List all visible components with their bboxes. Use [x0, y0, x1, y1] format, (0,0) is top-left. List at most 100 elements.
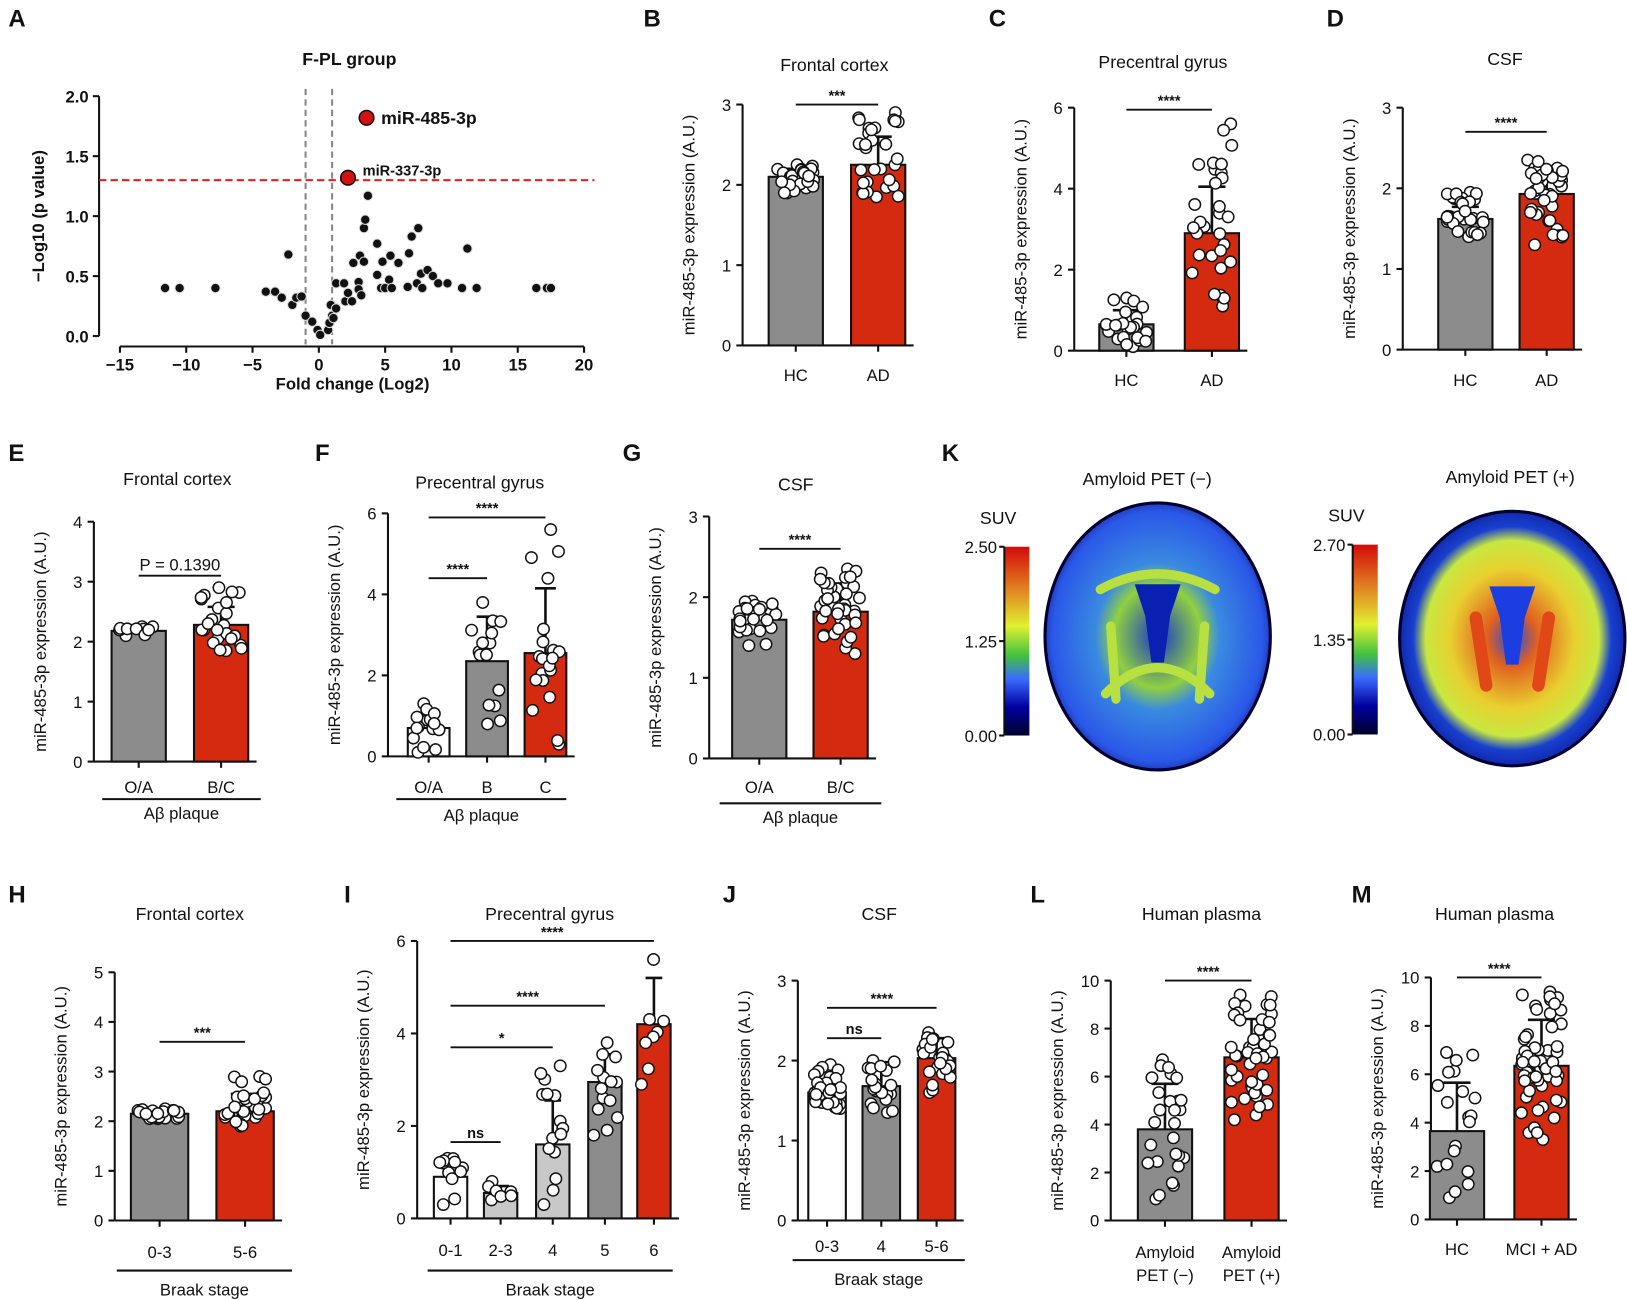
x-tick-label: AD [1200, 371, 1223, 390]
data-point [1263, 998, 1277, 1012]
data-point [1547, 1111, 1561, 1125]
uptake-region [1095, 569, 1220, 704]
data-point [1524, 187, 1538, 200]
data-point [429, 743, 443, 757]
y-tick-label: 2 [396, 1117, 405, 1136]
highlighted-mirna-label: miR-337-3p [363, 164, 442, 180]
panel-h: H Frontal cortex 0 1 2 3 4 5 miR-485-3p expressi… [8, 881, 293, 1300]
volcano-point [427, 270, 439, 282]
y-tick-label: 0 [688, 750, 697, 769]
panel-letter: B [643, 5, 660, 32]
data-point [888, 114, 902, 128]
x-tick-label: AD [867, 366, 890, 385]
x-tick-label: HC [1445, 1240, 1469, 1259]
data-point [219, 606, 233, 620]
data-point [1458, 204, 1472, 218]
bar [587, 1080, 623, 1220]
data-point [591, 1063, 604, 1077]
data-point [541, 571, 555, 585]
y-tick-label: 2 [1053, 261, 1062, 280]
data-point [212, 581, 226, 595]
volcano-point [306, 316, 318, 327]
y-tick-label: 2 [777, 1052, 786, 1071]
panel-letter: C [989, 5, 1006, 32]
y-tick-label: 4 [367, 586, 376, 605]
colorbar-tick-label: 2.70 [1313, 536, 1345, 555]
data-point [854, 163, 868, 177]
data-point [1214, 157, 1228, 171]
data-point [167, 1104, 181, 1118]
y-axis-label: miR-485-3p expression (A.U.) [31, 531, 50, 752]
significance-label: **** [1495, 116, 1518, 132]
volcano-point [386, 282, 397, 294]
volcano-point [442, 278, 453, 289]
data-point [933, 1056, 947, 1070]
x-tick-label: AD [1535, 371, 1558, 390]
data-point [476, 636, 490, 650]
data-point [1466, 1048, 1480, 1062]
data-point [1262, 1015, 1276, 1029]
data-point [1549, 1093, 1563, 1107]
group-label: Braak stage [160, 1281, 249, 1300]
y-tick-label: 3 [777, 972, 786, 991]
y-tick-label: 3 [722, 96, 731, 115]
panel-g: G CSF 0 1 2 3 miR-485-3p expression (A.U.) O/A B… [623, 440, 882, 827]
y-tick-label: 3 [1382, 99, 1391, 118]
data-point [852, 591, 866, 605]
data-point [1247, 1033, 1261, 1046]
colorbar-tick-label: 0.00 [1313, 726, 1345, 745]
x-tick-label: HC [1114, 371, 1138, 390]
data-point [485, 626, 499, 640]
volcano-point [159, 282, 171, 294]
panel-b: B Frontal cortex 0 1 2 3 miR-485-3p expression… [643, 5, 914, 385]
x-axis-label: Fold change (Log2) [276, 374, 430, 393]
significance-label: **** [516, 990, 539, 1006]
data-point [1221, 210, 1235, 224]
data-point [882, 173, 896, 187]
ventricle-region [1134, 584, 1181, 663]
panel-k: K Amyloid PET (−) SUV 2.50 1.25 0.00 Amyloid P… [942, 440, 1627, 772]
chart-title: Precentral gyrus [415, 472, 544, 492]
significance-label: *** [194, 1026, 211, 1042]
significance-label: * [499, 1031, 505, 1047]
y-tick-label: 4 [396, 1025, 405, 1044]
data-point [1260, 1083, 1274, 1097]
y-tick-label: 6 [1090, 1068, 1099, 1087]
y-tick-label: 1 [722, 256, 731, 275]
y-axis-label: miR-485-3p expression (A.U.) [1368, 988, 1387, 1209]
data-point [765, 597, 779, 611]
volcano-point [314, 329, 326, 341]
data-point [142, 623, 156, 637]
y-tick-label: 2 [73, 633, 82, 652]
volcano-point [328, 312, 339, 324]
data-point [554, 1127, 568, 1141]
y-tick-label: 0 [367, 748, 376, 767]
group-label: Braak stage [506, 1281, 595, 1300]
data-point [1550, 1040, 1564, 1053]
data-point [1549, 1064, 1563, 1078]
y-tick-label: 6 [1410, 1066, 1419, 1085]
data-point [529, 673, 543, 687]
y-axis-label: miR-485-3p expression (A.U.) [325, 525, 344, 746]
data-point [526, 703, 540, 717]
data-point [1448, 1185, 1462, 1199]
data-point [740, 602, 754, 616]
data-point [1440, 1046, 1453, 1059]
data-point [884, 1078, 898, 1092]
volcano-point [406, 231, 417, 242]
panel-letter: L [1030, 881, 1045, 908]
y-tick-label: 0.0 [65, 327, 88, 346]
data-point [1249, 1051, 1263, 1065]
y-tick-label: 0 [396, 1210, 405, 1229]
panel-letter: K [942, 440, 960, 467]
data-point [494, 615, 508, 629]
data-point [858, 138, 872, 152]
x-tick-label: Amyloid [1135, 1243, 1194, 1262]
data-point [752, 602, 766, 616]
data-point [1476, 215, 1490, 229]
data-point [926, 1078, 939, 1092]
data-point [1440, 1157, 1454, 1171]
data-point [1556, 229, 1570, 242]
x-tick-label: −10 [172, 355, 200, 374]
